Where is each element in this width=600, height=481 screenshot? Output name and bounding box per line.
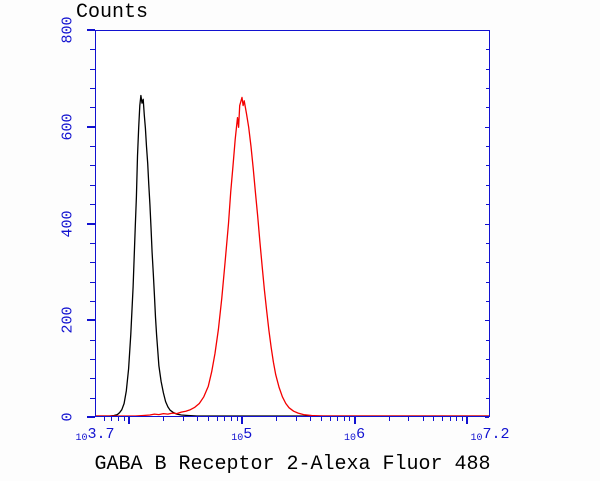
axis-tick	[408, 417, 409, 421]
axis-tick	[486, 282, 489, 283]
axis-tick	[90, 88, 95, 89]
axis-tick	[485, 320, 489, 321]
axis-tick	[450, 417, 451, 421]
axis-tick	[330, 417, 331, 421]
axis-tick	[217, 417, 218, 421]
axis-tick	[128, 417, 130, 424]
axis-tick	[87, 126, 95, 128]
axis-tick	[433, 417, 434, 421]
axis-tick	[90, 69, 95, 70]
axis-tick	[90, 146, 95, 147]
x-tick-exponent: 5	[243, 426, 253, 443]
x-tick-exponent: 7.2	[482, 426, 510, 443]
axis-tick	[486, 359, 489, 360]
axis-tick	[90, 301, 95, 302]
curve-negative-control	[96, 94, 489, 416]
axis-tick	[486, 185, 489, 186]
x-tick-exponent: 6	[356, 426, 366, 443]
x-tick-exponent: 3.7	[87, 426, 115, 443]
y-tick-label: 600	[59, 113, 77, 141]
axis-tick	[423, 417, 424, 421]
axis-tick	[124, 417, 125, 421]
y-axis-title: Counts	[76, 1, 149, 24]
curve-GABA B Receptor 2-Alexa Fluor 488 stained	[96, 96, 489, 416]
axis-tick	[163, 417, 164, 421]
axis-tick	[456, 417, 457, 421]
axis-tick	[485, 224, 489, 225]
axis-tick	[486, 340, 489, 341]
axis-tick	[486, 107, 489, 108]
axis-tick	[486, 146, 489, 147]
x-tick-base: 10	[75, 433, 88, 444]
y-tick-label: 0	[59, 412, 77, 422]
axis-tick	[87, 416, 95, 418]
axis-tick	[90, 185, 95, 186]
y-tick-label: 400	[59, 209, 77, 238]
axis-tick	[486, 398, 489, 399]
axis-tick	[466, 417, 468, 424]
axis-tick	[462, 417, 463, 421]
x-tick-label: 107.2	[470, 426, 509, 445]
axis-tick	[90, 282, 95, 283]
x-tick-label: 106	[344, 426, 365, 445]
axis-tick	[237, 417, 238, 421]
axis-tick	[90, 165, 95, 166]
axis-tick	[87, 223, 95, 225]
axis-tick	[486, 243, 489, 244]
x-tick-base: 10	[344, 433, 357, 444]
y-tick-label: 200	[59, 306, 77, 334]
x-axis-title: GABA B Receptor 2-Alexa Fluor 488	[94, 453, 491, 476]
axis-tick	[485, 417, 489, 418]
axis-tick	[486, 49, 489, 50]
axis-tick	[337, 417, 338, 421]
axis-tick	[90, 262, 95, 263]
axis-tick	[241, 417, 243, 424]
x-tick-base: 10	[231, 433, 244, 444]
axis-tick	[486, 69, 489, 70]
axis-tick	[231, 417, 232, 421]
axis-tick	[486, 204, 489, 205]
axis-tick	[296, 417, 297, 421]
axis-tick	[90, 204, 95, 205]
axis-tick	[486, 378, 489, 379]
axis-tick	[321, 417, 322, 421]
axis-tick	[208, 417, 209, 421]
axis-tick	[389, 417, 390, 421]
axis-tick	[486, 301, 489, 302]
axis-tick	[486, 165, 489, 166]
axis-tick	[183, 417, 184, 421]
axis-tick	[90, 359, 95, 360]
x-tick-label: 103.7	[75, 426, 114, 445]
axis-tick	[104, 417, 105, 421]
axis-tick	[90, 398, 95, 399]
axis-tick	[87, 319, 95, 321]
x-tick-base: 10	[470, 433, 483, 444]
axis-tick	[90, 340, 95, 341]
axis-tick	[224, 417, 225, 421]
axis-tick	[118, 417, 119, 421]
x-tick-label: 105	[231, 426, 252, 445]
axis-tick	[344, 417, 345, 421]
axis-tick	[111, 417, 112, 421]
axis-tick	[197, 417, 198, 421]
axis-tick	[90, 378, 95, 379]
axis-tick	[485, 30, 489, 31]
axis-tick	[442, 417, 443, 421]
histogram-curves	[96, 94, 489, 416]
y-tick-label: 800	[59, 16, 77, 44]
axis-tick	[90, 49, 95, 50]
axis-tick	[354, 417, 356, 424]
axis-tick	[90, 243, 95, 244]
axis-tick	[87, 29, 95, 31]
axis-tick	[486, 88, 489, 89]
axis-tick	[485, 127, 489, 128]
axis-tick	[486, 262, 489, 263]
axis-tick	[349, 417, 350, 421]
axis-tick	[310, 417, 311, 421]
axis-tick	[90, 107, 95, 108]
plot-area	[95, 30, 490, 417]
axis-tick	[276, 417, 277, 421]
